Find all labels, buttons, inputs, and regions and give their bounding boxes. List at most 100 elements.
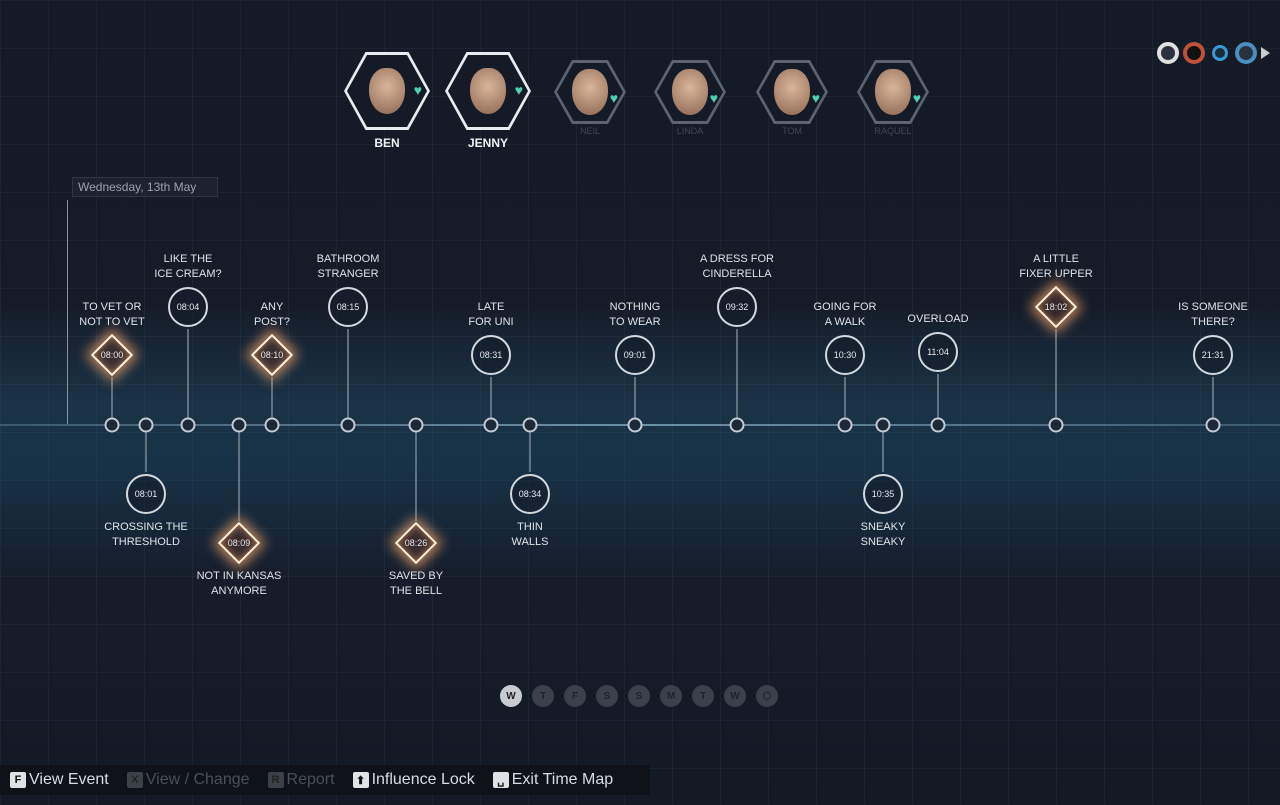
event-title[interactable]: OVERLOAD <box>907 313 969 325</box>
character-ben[interactable]: ♥ BEN <box>342 52 432 150</box>
footer-action-0[interactable]: F View Event <box>10 771 109 789</box>
event-node[interactable]: 10:35 <box>863 474 903 514</box>
timeline-point[interactable] <box>231 417 247 433</box>
event-title[interactable]: ANY POST? <box>253 301 291 328</box>
portrait-frame[interactable]: ♥ <box>654 60 726 124</box>
event-connector <box>187 329 189 425</box>
date-marker-line <box>67 200 68 426</box>
event-node[interactable]: 08:00 <box>90 333 134 377</box>
timeline-point[interactable] <box>1205 417 1221 433</box>
diamond-icon[interactable] <box>1208 41 1232 65</box>
timeline-point[interactable] <box>408 417 424 433</box>
footer-action-1[interactable]: X View / Change <box>126 771 250 789</box>
event-title[interactable]: NOTHING TO WEAR <box>609 301 661 328</box>
target-icon[interactable] <box>1235 42 1257 64</box>
face-portrait <box>572 69 608 115</box>
event-title[interactable]: A LITTLE FIXER UPPER <box>1019 253 1093 280</box>
event-title[interactable]: BATHROOM STRANGER <box>316 253 380 280</box>
timeline-point[interactable] <box>264 417 280 433</box>
event-node[interactable]: 09:01 <box>615 335 655 375</box>
event-node[interactable]: 09:32 <box>717 287 757 327</box>
timeline-point[interactable] <box>104 417 120 433</box>
event-title[interactable]: GOING FOR A WALK <box>813 301 877 328</box>
event-node[interactable]: 08:01 <box>126 474 166 514</box>
event-node[interactable]: 08:04 <box>168 287 208 327</box>
timeline-point[interactable] <box>522 417 538 433</box>
day-6[interactable]: T <box>692 685 714 707</box>
event-time: 09:32 <box>725 302 749 312</box>
event-node[interactable]: 08:15 <box>328 287 368 327</box>
event-title[interactable]: LATE FOR UNI <box>468 301 514 328</box>
event-title[interactable]: CROSSING THE THRESHOLD <box>104 521 188 548</box>
day-4[interactable]: S <box>628 685 650 707</box>
day-5[interactable]: M <box>660 685 682 707</box>
timeline-point[interactable] <box>340 417 356 433</box>
face-portrait <box>470 68 506 114</box>
event-node[interactable]: 08:31 <box>471 335 511 375</box>
event-time: 08:04 <box>176 302 200 312</box>
event-node[interactable]: 08:26 <box>394 521 438 565</box>
event-title[interactable]: TO VET OR NOT TO VET <box>79 301 145 328</box>
event-title[interactable]: A DRESS FOR CINDERELLA <box>700 253 774 280</box>
event-node[interactable]: 18:02 <box>1034 285 1078 329</box>
footer-action-4[interactable]: ␣ Exit Time Map <box>492 771 614 789</box>
footer-action-3[interactable]: ⬆ Influence Lock <box>352 771 475 789</box>
day-0[interactable]: W <box>500 685 522 707</box>
portrait-frame[interactable]: ♥ <box>857 60 929 124</box>
portrait-frame[interactable]: ♥ <box>554 60 626 124</box>
action-label: Influence Lock <box>371 771 475 788</box>
portrait-frame[interactable]: ♥ <box>756 60 828 124</box>
timeline-point[interactable] <box>138 417 154 433</box>
event-title[interactable]: IS SOMEONE THERE? <box>1178 301 1248 328</box>
timeline-point[interactable] <box>483 417 499 433</box>
heart-check-icon: ♥ <box>514 82 523 98</box>
event-time: 08:10 <box>260 350 284 360</box>
portrait-frame[interactable]: ♥ <box>344 52 430 130</box>
eye-icon[interactable] <box>1183 42 1205 64</box>
hexagon-icon[interactable]: ⬡ <box>756 685 778 707</box>
event-time: 08:34 <box>518 489 542 499</box>
event-node[interactable]: 21:31 <box>1193 335 1233 375</box>
day-1[interactable]: T <box>532 685 554 707</box>
event-title[interactable]: THIN WALLS <box>511 521 549 548</box>
event-title[interactable]: SNEAKY SNEAKY <box>860 521 906 548</box>
timeline-point[interactable] <box>930 417 946 433</box>
portrait-frame[interactable]: ♥ <box>445 52 531 130</box>
action-label: Exit Time Map <box>511 771 614 788</box>
footer-action-2[interactable]: R Report <box>267 771 335 789</box>
timeline-point[interactable] <box>729 417 745 433</box>
character-jenny[interactable]: ♥ JENNY <box>443 52 533 150</box>
event-title[interactable]: SAVED BY THE BELL <box>388 570 444 597</box>
character-neil[interactable]: ♥ NEIL <box>545 52 635 136</box>
timeline-point[interactable] <box>1048 417 1064 433</box>
event-connector <box>238 425 240 521</box>
character-linda[interactable]: ♥ LINDA <box>645 52 735 136</box>
face-portrait <box>672 69 708 115</box>
event-connector <box>1212 377 1214 425</box>
timeline-point[interactable] <box>627 417 643 433</box>
day-7[interactable]: W <box>724 685 746 707</box>
date-label: Wednesday, 13th May <box>72 177 218 197</box>
event-title[interactable]: LIKE THE ICE CREAM? <box>154 253 222 280</box>
event-node[interactable]: 10:30 <box>825 335 865 375</box>
event-node[interactable]: 11:04 <box>918 332 958 372</box>
character-name: LINDA <box>676 126 704 136</box>
timeline-point[interactable] <box>875 417 891 433</box>
character-tom[interactable]: ♥ TOM <box>747 52 837 136</box>
event-connector <box>844 377 846 425</box>
character-raquel[interactable]: ♥ RAQUEL <box>848 52 938 136</box>
event-node[interactable]: 08:09 <box>217 521 261 565</box>
timeline-point[interactable] <box>180 417 196 433</box>
timeline-point[interactable] <box>837 417 853 433</box>
day-3[interactable]: S <box>596 685 618 707</box>
heart-check-icon: ♥ <box>811 90 820 106</box>
face-portrait <box>875 69 911 115</box>
event-node[interactable]: 08:34 <box>510 474 550 514</box>
event-connector <box>415 425 417 521</box>
play-arrow-icon[interactable] <box>1261 47 1270 59</box>
event-node[interactable]: 08:10 <box>250 333 294 377</box>
day-2[interactable]: F <box>564 685 586 707</box>
event-title[interactable]: NOT IN KANSAS ANYMORE <box>196 570 282 597</box>
event-time: 08:00 <box>100 350 124 360</box>
circle-icon[interactable] <box>1157 42 1179 64</box>
